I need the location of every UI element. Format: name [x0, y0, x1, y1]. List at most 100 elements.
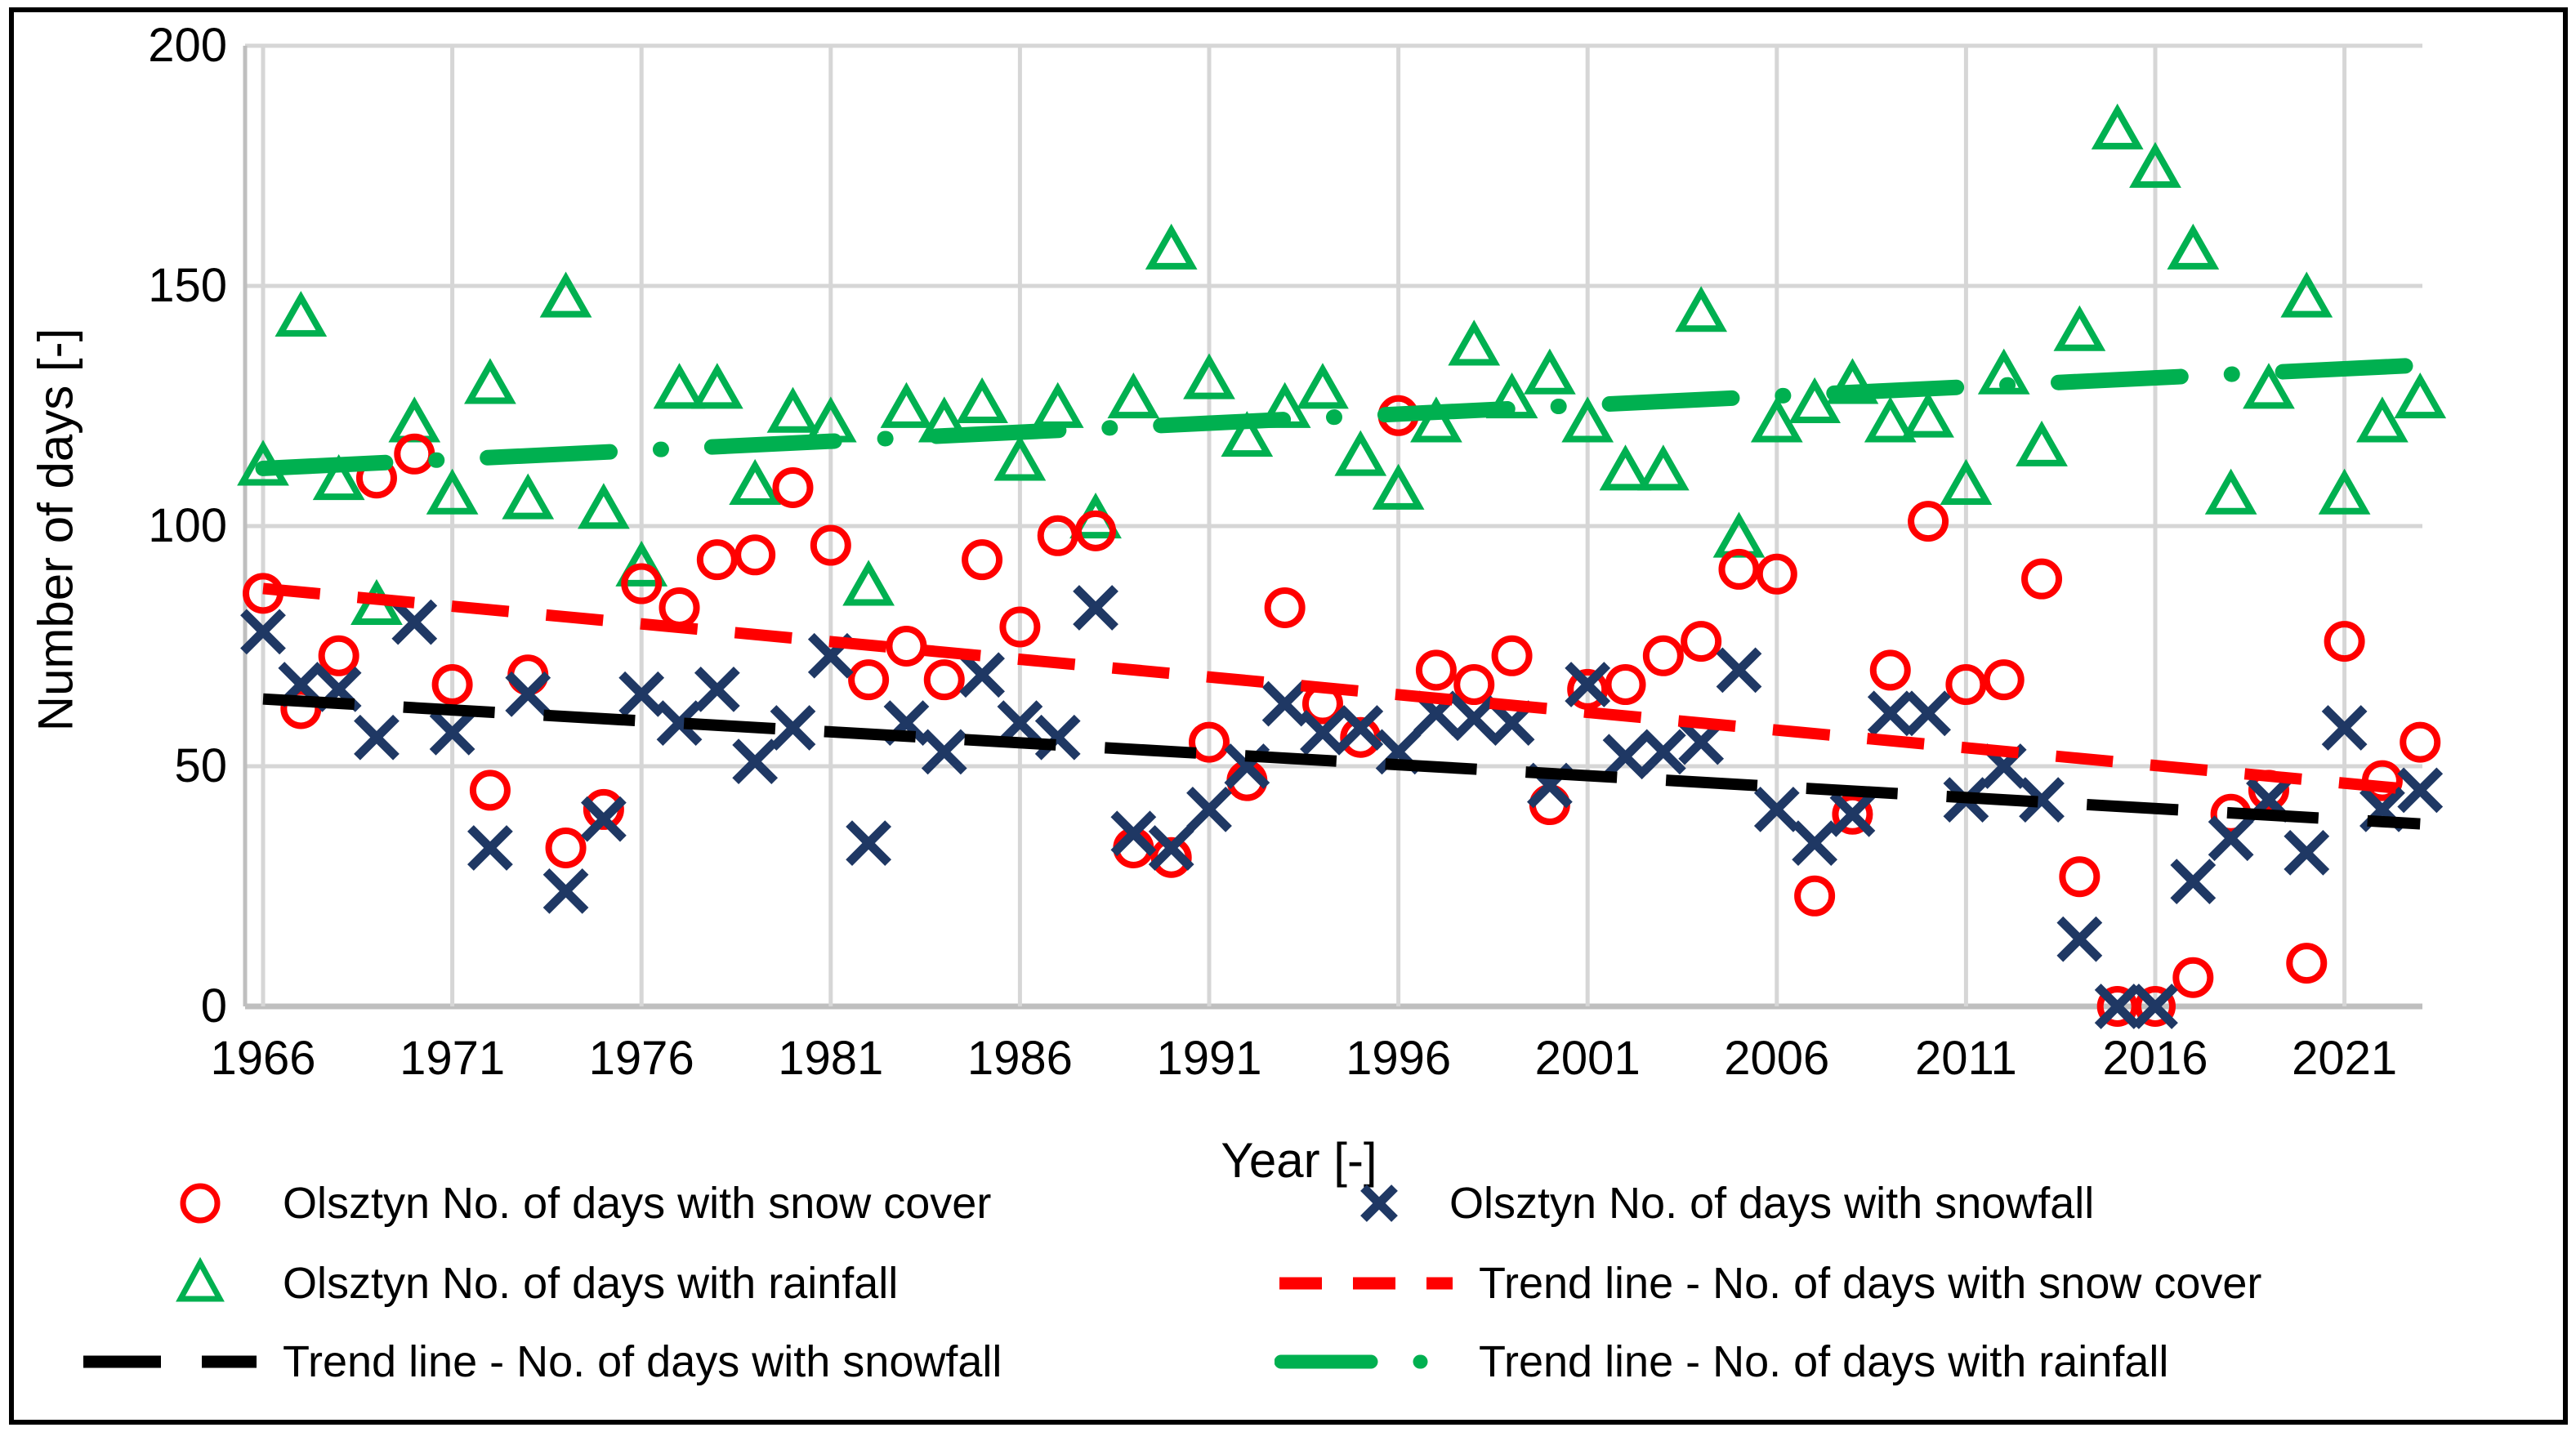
rainfall-point [464, 358, 516, 404]
figure-border [9, 7, 2568, 1425]
x-tick-label: 1966 [210, 1032, 315, 1085]
snow-cover-point [583, 788, 624, 830]
snowfall-point [656, 700, 703, 746]
rainfall-point [1448, 319, 1501, 366]
x-tick-label: 1991 [1156, 1032, 1261, 1085]
x-tick-label: 2021 [2292, 1032, 2397, 1085]
snowfall-point [1829, 791, 1876, 837]
snowfall-point [1716, 647, 1762, 694]
snow-cover-point [2135, 986, 2176, 1027]
snowfall-point [2284, 829, 2330, 876]
rainfall-point [1031, 381, 1084, 428]
snowfall-point [354, 714, 400, 761]
x-axis-title: Year [-] [1221, 1133, 1377, 1188]
snowfall-point [391, 599, 438, 645]
snowfall-point [2094, 984, 2141, 1029]
snow-cover-point [318, 635, 359, 676]
snow-cover-point [1037, 515, 1078, 556]
rainfall-point [1145, 223, 1198, 270]
rainfall-point [502, 473, 555, 520]
snow-cover-point [621, 563, 663, 604]
snow-cover-point [431, 664, 473, 706]
snow-cover-point [1150, 836, 1192, 878]
snow-cover-point [1908, 501, 1949, 542]
snow-cover-point [923, 659, 965, 701]
rainfall-point [539, 271, 592, 318]
snowfall-point [1300, 709, 1346, 756]
rainfall-point [766, 386, 819, 433]
rainfall-point [1221, 411, 1274, 457]
snowfall-point [846, 820, 892, 866]
rainfall-point [1675, 286, 1728, 332]
snowfall-point [1337, 705, 1384, 751]
snowfall-point [997, 700, 1043, 746]
snowfall-point [429, 709, 475, 756]
snow-cover-point [886, 626, 927, 667]
rainfall-point [2243, 363, 2295, 409]
snowfall-point [1034, 714, 1081, 761]
rainfall-point [2091, 103, 2144, 149]
snowfall-point [1110, 810, 1157, 857]
legend-label: Trend line - No. of days with snow cover [1479, 1259, 2262, 1308]
rainfall-point [1183, 353, 1235, 399]
rainfall-point [653, 363, 706, 409]
rainfall-point [615, 540, 668, 587]
legend-item-snowfall: Olsztyn No. of days with snowfall [1330, 1175, 2094, 1232]
snow-cover-point [1945, 664, 1987, 706]
y-tick-label: 150 [148, 259, 227, 312]
rainfall-point [2016, 420, 2068, 466]
x-tick-label: 1981 [778, 1032, 883, 1085]
snow-cover-point [545, 827, 587, 868]
snowfall-point [618, 671, 665, 717]
snowfall-point [2019, 777, 2065, 823]
rainfall-point [1940, 458, 1993, 505]
snow-cover-point [1415, 649, 1457, 691]
snow-cover-circle-icon [139, 1175, 261, 1232]
snow-cover-point [659, 587, 700, 628]
rainfall-point [1788, 377, 1841, 423]
rainfall-point [1410, 396, 1462, 443]
x-tick-label: 2006 [1724, 1032, 1829, 1085]
y-tick-label: 200 [148, 19, 227, 72]
trend-line-snow-cover [262, 582, 2421, 796]
legend-item-snow-cover: Olsztyn No. of days with snow cover [139, 1175, 991, 1232]
snowfall-point [1261, 680, 1308, 727]
green-dashdot-line-icon [1275, 1333, 1458, 1390]
legend-label: Trend line - No. of days with rainfall [1479, 1337, 2169, 1386]
rainfall-point [2394, 372, 2447, 419]
x-tick-label: 1986 [967, 1032, 1073, 1085]
snowfall-point [1602, 734, 1649, 780]
snowfall-point [1753, 787, 1800, 832]
snow-cover-point [1869, 649, 1911, 691]
snowfall-point [580, 796, 627, 842]
trend-line-snowfall [262, 693, 2421, 830]
y-axis-title: Number of days [-] [28, 328, 83, 732]
snow-cover-point [1189, 721, 1230, 763]
snow-cover-point [1075, 510, 1117, 551]
rainfall-point [729, 458, 782, 505]
snow-cover-point [2096, 986, 2138, 1027]
rainfall-point [2318, 468, 2371, 515]
rainfall-point [1107, 372, 1160, 419]
rainfall-point [2356, 396, 2409, 443]
y-tick-label: 100 [148, 499, 227, 552]
snow-cover-point [734, 534, 776, 576]
snow-cover-point [280, 688, 322, 729]
snowfall-point [467, 825, 513, 871]
rainfall-point [578, 483, 630, 529]
snowfall-point [2208, 815, 2254, 862]
snowfall-point [505, 671, 551, 717]
rainfall-point [1826, 358, 1879, 404]
snow-cover-point [696, 539, 738, 581]
snowfall-point [542, 868, 589, 914]
x-tick-label: 2016 [2102, 1032, 2208, 1085]
snowfall-point [1565, 662, 1611, 707]
snowfall-point [2170, 859, 2217, 905]
rainfall-point [1297, 363, 1349, 409]
snowfall-point [1905, 690, 1951, 737]
x-tick-label: 1996 [1346, 1032, 1451, 1085]
rainfall-point [1372, 463, 1425, 510]
snow-cover-point [848, 659, 890, 701]
legend-item-rainfall: Olsztyn No. of days with rainfall [139, 1255, 898, 1312]
snowfall-point [1867, 690, 1913, 737]
